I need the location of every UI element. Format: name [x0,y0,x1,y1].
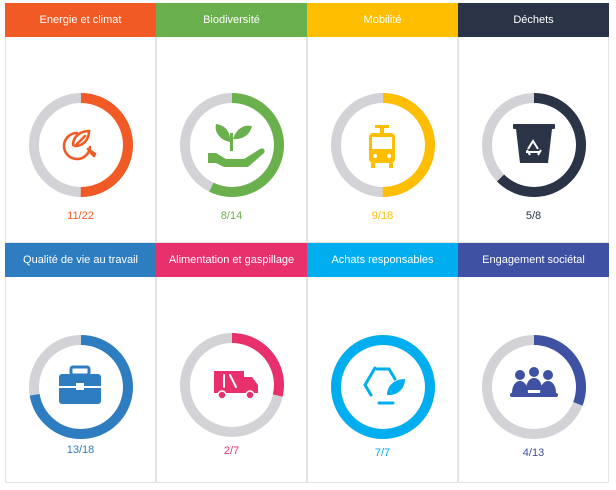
delivery-truck-icon [214,371,258,400]
progress-ring [29,335,133,439]
card-title: Energie et climat [39,14,122,26]
score-label: 4/13 [522,447,545,459]
ring-progress [180,333,284,437]
card-header: Engagement sociétal [458,243,609,277]
score-label: 5/8 [525,210,542,222]
card-title: Alimentation et gaspillage [168,254,295,266]
progress-ring [180,333,284,437]
ring-progress [331,335,435,439]
card-title: Biodiversité [203,14,260,26]
recycle-leaf-icon [363,366,405,405]
briefcase-icon [59,365,101,404]
card-header: Achats responsables [307,243,458,277]
score-label: 9/18 [371,210,394,222]
card-alimentation-gaspillage[interactable]: Alimentation et gaspillage 2/7 [156,243,307,483]
ring-progress [29,335,133,439]
card-energie-climat[interactable]: Energie et climat 11/22 [5,3,156,243]
card-header: Energie et climat [5,3,156,37]
ring-progress [331,93,435,197]
progress-ring [331,93,435,197]
card-header: Alimentation et gaspillage [156,243,307,277]
card-header: Qualité de vie au travail [5,243,156,277]
card-engagement-societal[interactable]: Engagement sociétal 4/13 [458,243,609,483]
progress-ring [180,93,284,197]
card-title: Déchets [513,14,554,26]
card-title: Achats responsables [331,254,434,266]
card-achats-responsables[interactable]: Achats responsables 7/7 [307,243,458,483]
score-label: 13/18 [66,444,95,456]
card-qualite-vie-travail[interactable]: Qualité de vie au travail 13/18 [5,243,156,483]
score-label: 7/7 [374,447,391,459]
ring-progress [29,93,133,197]
progress-ring [482,93,586,197]
card-title: Mobilité [363,14,402,26]
card-dechets[interactable]: Déchets 5/8 [458,3,609,243]
card-title: Engagement sociétal [482,254,585,266]
ring-progress [180,93,284,197]
card-header: Déchets [458,3,609,37]
score-label: 11/22 [67,210,94,222]
card-title: Qualité de vie au travail [23,254,138,266]
card-header: Mobilité [307,3,458,37]
energy-leaf-plug-icon [62,129,97,161]
score-label: 2/7 [223,445,240,457]
card-header: Biodiversité [156,3,307,37]
card-mobilite[interactable]: Mobilité 9/18 [307,3,458,243]
ring-progress [482,93,586,197]
ring-progress [482,335,586,439]
progress-ring [482,335,586,439]
card-biodiversite[interactable]: Biodiversité 8/14 [156,3,307,243]
progress-ring [29,93,133,197]
meeting-group-icon [510,367,558,397]
score-label: 8/14 [220,210,243,222]
recycle-bin-icon [513,124,555,163]
hand-plant-icon [208,124,265,167]
progress-ring [331,335,435,439]
tram-icon [369,125,395,168]
